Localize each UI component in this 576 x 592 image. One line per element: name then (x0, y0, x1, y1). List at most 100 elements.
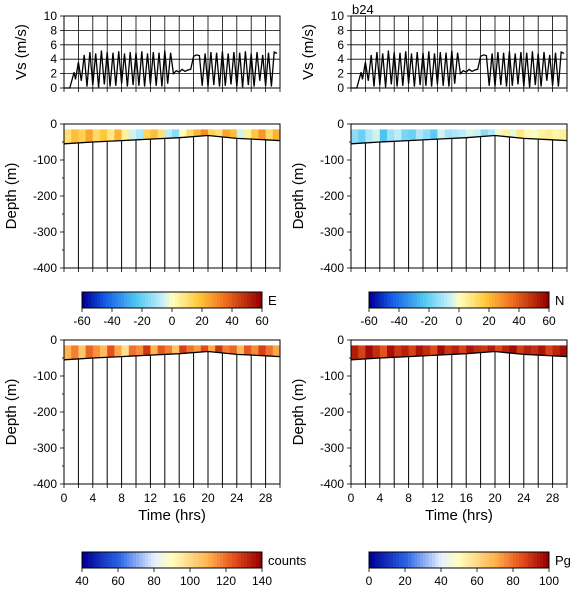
colorbar-segment (405, 292, 409, 308)
colorbar-label: Pg (555, 553, 571, 568)
heatmap-cell (502, 345, 510, 353)
colorbar-segment (124, 292, 128, 308)
colorbar-segment (384, 292, 388, 308)
colorbar-segment (465, 292, 469, 308)
colorbar-segment (196, 292, 200, 308)
colorbar-segment (229, 292, 233, 308)
heatmap-cell (143, 129, 151, 140)
heatmap-cell (208, 345, 216, 352)
colorbar-tick-label: 20 (398, 574, 412, 588)
heatmap-cell (193, 345, 202, 353)
colorbar-segment (543, 292, 547, 308)
colorbar-segment (133, 292, 137, 308)
heatmap-cell (502, 129, 510, 137)
colorbar-segment (112, 292, 116, 308)
y-tick-label: 8 (50, 23, 57, 37)
colorbar-segment (115, 552, 119, 568)
heatmap-cell (351, 129, 359, 144)
colorbar-segment (208, 292, 212, 308)
colorbar-tick-label: 40 (434, 574, 448, 588)
colorbar-segment (531, 292, 535, 308)
colorbar-segment (229, 552, 233, 568)
colorbar-segment (480, 292, 484, 308)
colorbar-segment (85, 292, 89, 308)
colorbar-segment (420, 292, 424, 308)
y-tick-label: -100 (33, 369, 57, 383)
colorbar-segment (157, 292, 161, 308)
colorbar-tick-label: 120 (216, 574, 236, 588)
colorbar-segment (465, 552, 469, 568)
colorbar-segment (157, 552, 161, 568)
colorbar-segment (202, 292, 206, 308)
colorbar-segment (181, 552, 185, 568)
colorbar-segment (540, 552, 544, 568)
colorbar-segment (519, 552, 523, 568)
heatmap-cell (531, 345, 539, 355)
colorbar-segment (477, 552, 481, 568)
heatmap-cell (222, 345, 231, 354)
heatmap-cell (215, 345, 223, 353)
colorbar-segment (169, 292, 173, 308)
colorbar-segment (178, 552, 182, 568)
x-tick-label: 0 (61, 491, 68, 505)
x-axis-label: Time (hrs) (425, 507, 493, 524)
y-tick-label: 10 (44, 9, 58, 23)
heatmap-cell (114, 345, 123, 357)
colorbar-segment (450, 552, 454, 568)
colorbar-segment (522, 292, 526, 308)
heatmap-cell (451, 129, 460, 139)
colorbar-tick-label: -60 (73, 314, 91, 328)
colorbar-segment (387, 292, 391, 308)
heatmap-cell (495, 345, 503, 352)
colorbar-segment (139, 552, 143, 568)
colorbar-segment (408, 292, 412, 308)
colorbar-segment (154, 552, 158, 568)
heatmap-cell (372, 129, 381, 143)
heatmap-cell (358, 345, 366, 360)
colorbar-segment (492, 552, 496, 568)
colorbar-segment (100, 552, 104, 568)
y-axis-label: Vs (m/s) (300, 24, 317, 80)
heatmap-cell (480, 345, 489, 353)
colorbar-segment (82, 292, 86, 308)
y-tick-label: -100 (320, 153, 344, 167)
colorbar-segment (220, 292, 224, 308)
colorbar-segment (498, 292, 502, 308)
heatmap-cell (92, 345, 101, 358)
colorbar-segment (396, 552, 400, 568)
plot-frame (350, 339, 568, 485)
y-tick-label: 4 (337, 52, 344, 66)
heatmap-cell (150, 345, 159, 355)
colorbar-segment (217, 292, 221, 308)
y-tick-label: -200 (320, 189, 344, 203)
colorbar-segment (438, 552, 442, 568)
plot-frame (350, 123, 568, 269)
colorbar-segment (184, 552, 188, 568)
colorbar-segment (414, 552, 418, 568)
colorbar-segment (205, 292, 209, 308)
colorbar-segment (253, 552, 257, 568)
heatmap-cell (114, 129, 123, 141)
heatmap-cell (236, 345, 245, 355)
y-axis-label: Vs (m/s) (13, 24, 30, 80)
colorbar-segment (85, 552, 89, 568)
colorbar-segment (447, 552, 451, 568)
colorbar-segment (193, 292, 197, 308)
heatmap-cell (459, 129, 467, 138)
colorbar-segment (459, 552, 463, 568)
heatmap-cell (473, 345, 482, 353)
colorbar-segment (106, 552, 110, 568)
colorbar-segment (375, 552, 379, 568)
colorbar-label: counts (268, 553, 307, 568)
heatmap-cell (136, 345, 144, 356)
heatmap-cell (523, 345, 532, 355)
colorbar-segment (106, 292, 110, 308)
colorbar-segment (154, 292, 158, 308)
colorbar-segment (402, 292, 406, 308)
colorbar-tick-label: -20 (420, 314, 438, 328)
colorbar-tick-label: -60 (360, 314, 378, 328)
x-tick-label: 16 (173, 491, 187, 505)
colorbar-segment (160, 552, 164, 568)
colorbar-segment (214, 552, 218, 568)
